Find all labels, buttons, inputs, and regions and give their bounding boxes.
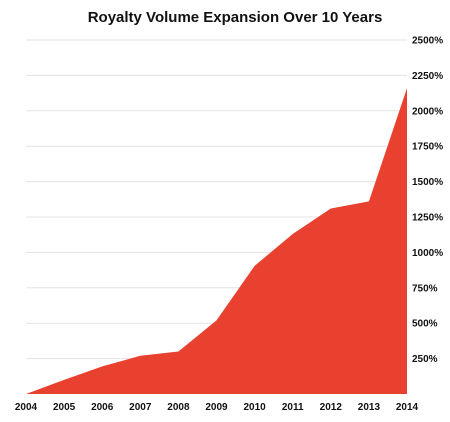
x-tick-label: 2013 [358, 402, 381, 413]
x-tick-label: 2005 [53, 402, 76, 413]
x-tick-label: 2006 [91, 402, 114, 413]
y-tick-label: 1000% [412, 248, 443, 259]
data-area-group [26, 88, 407, 395]
y-tick-label: 750% [412, 283, 438, 294]
y-tick-label: 1250% [412, 213, 443, 224]
y-tick-label: 2500% [412, 36, 443, 47]
y-tick-label: 1750% [412, 142, 443, 153]
y-tick-label: 500% [412, 319, 438, 330]
x-tick-label: 2008 [167, 402, 190, 413]
x-tick-label: 2004 [15, 402, 38, 413]
y-tick-label: 250% [412, 354, 438, 365]
data-area [26, 88, 407, 395]
y-axis-tick-labels: 250% 500% 750% 1000% 1250% 1500% 1750% 2000% 225… [412, 36, 443, 366]
x-tick-label: 2012 [320, 402, 343, 413]
x-axis-tick-labels: 2004 2005 2006 2007 2008 2009 2010 2011 2012 2013… [15, 402, 419, 413]
x-tick-label: 2009 [205, 402, 228, 413]
y-tick-label: 2000% [412, 106, 443, 117]
y-tick-label: 2250% [412, 71, 443, 82]
y-tick-label: 1500% [412, 177, 443, 188]
x-tick-label: 2014 [396, 402, 419, 413]
x-tick-label: 2007 [129, 402, 152, 413]
x-tick-label: 2010 [243, 402, 266, 413]
chart-title: Royalty Volume Expansion Over 10 Years [87, 9, 383, 26]
x-tick-label: 2011 [282, 402, 304, 413]
